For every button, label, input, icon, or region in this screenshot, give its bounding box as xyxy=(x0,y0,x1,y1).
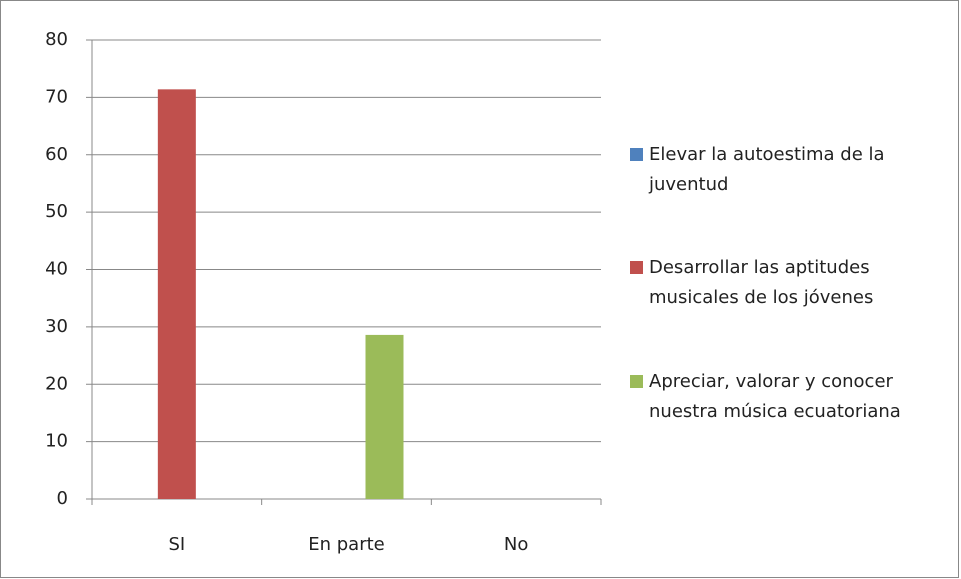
legend-entry: Apreciar, valorar y conocer nuestra músi… xyxy=(630,367,955,427)
y-tick-label: 40 xyxy=(45,259,68,280)
x-tick-label: No xyxy=(504,534,528,555)
y-tick-label: 30 xyxy=(45,316,68,337)
x-tick-label: SI xyxy=(168,534,185,555)
y-tick-label: 20 xyxy=(45,373,68,394)
legend-label: Desarrollar las aptitudes musicales de l… xyxy=(649,257,874,308)
y-tick-label: 60 xyxy=(45,144,68,165)
y-tick-label: 80 xyxy=(45,29,68,50)
bar xyxy=(157,89,196,499)
legend-swatch xyxy=(630,261,643,274)
y-tick-label: 10 xyxy=(45,431,68,452)
legend-label: Apreciar, valorar y conocer nuestra músi… xyxy=(649,371,901,422)
legend-swatch xyxy=(630,375,643,388)
y-tick-label: 0 xyxy=(57,488,68,509)
legend-label: Elevar la autoestima de la juventud xyxy=(649,144,885,195)
y-tick-label: 50 xyxy=(45,201,68,222)
legend-entry: Desarrollar las aptitudes musicales de l… xyxy=(630,253,955,313)
legend-swatch xyxy=(630,148,643,161)
bar xyxy=(365,334,404,499)
y-tick-label: 70 xyxy=(45,86,68,107)
x-tick-label: En parte xyxy=(308,534,385,555)
legend-entry: Elevar la autoestima de la juventud xyxy=(630,140,955,200)
